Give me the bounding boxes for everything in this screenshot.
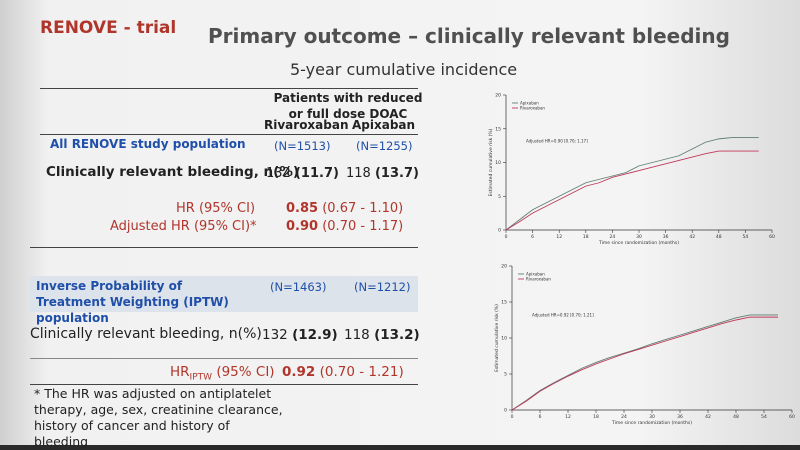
x-axis-label: Time since randomization (months) xyxy=(598,240,679,246)
row-label: Adjusted HR (95% CI)* xyxy=(110,219,257,234)
logo: RENOVE - trial xyxy=(40,18,177,38)
ci: (0.70 - 1.17) xyxy=(322,219,404,234)
line-series xyxy=(505,137,759,231)
x-tick-label: 12 xyxy=(556,234,562,240)
column-header: Rivaroxaban xyxy=(264,118,349,132)
x-tick-label: 36 xyxy=(677,414,683,420)
percent: (11.7) xyxy=(294,166,339,181)
n-cell: (N=1513) xyxy=(274,139,331,153)
legend-label: Rivaroxaban xyxy=(520,106,545,111)
y-tick-label: 0 xyxy=(504,408,507,414)
y-tick-label: 0 xyxy=(498,228,501,234)
rule xyxy=(30,247,418,248)
y-tick-label: 20 xyxy=(501,264,507,270)
ci: (0.67 - 1.10) xyxy=(322,201,404,216)
row-label-sub: IPTW xyxy=(189,372,213,383)
footnote: * The HR was adjusted on antiplatelet th… xyxy=(34,386,283,449)
y-tick-label: 15 xyxy=(495,126,501,132)
x-tick-label: 6 xyxy=(539,414,542,420)
rule xyxy=(40,88,418,89)
y-tick-label: 10 xyxy=(495,160,501,166)
annotation: Adjusted HR=0.92 [0.70; 1.21] xyxy=(532,312,594,317)
legend-label: Apixaban xyxy=(520,101,539,106)
y-tick-label: 5 xyxy=(498,194,501,200)
y-tick-label: 20 xyxy=(495,93,501,99)
x-axis-label: Time since randomization (months) xyxy=(611,420,692,426)
line-series xyxy=(511,316,778,411)
rule xyxy=(30,384,418,385)
percent: (13.7) xyxy=(374,166,419,181)
y-tick-label: 5 xyxy=(504,372,507,378)
percent: (13.2) xyxy=(374,327,420,343)
y-tick-label: 10 xyxy=(501,336,507,342)
hr: 0.90 xyxy=(286,219,319,234)
x-tick-label: 12 xyxy=(565,414,571,420)
count: 118 xyxy=(344,327,370,343)
legend-label: Apixaban xyxy=(526,272,545,277)
x-tick-label: 24 xyxy=(621,414,627,420)
x-tick-label: 18 xyxy=(593,414,599,420)
y-tick-label: 15 xyxy=(501,300,507,306)
section-label: Inverse Probability of Treatment Weighti… xyxy=(36,279,229,325)
rule xyxy=(40,134,418,135)
x-tick-label: 48 xyxy=(733,414,739,420)
row-label: HR (95% CI) xyxy=(176,201,256,216)
column-header: Apixaban xyxy=(352,118,416,132)
x-tick-label: 24 xyxy=(610,234,616,240)
count: 118 xyxy=(346,166,371,181)
x-tick-label: 0 xyxy=(505,234,508,240)
hr: 0.92 xyxy=(282,364,316,380)
row-label-ci: (95% CI) xyxy=(216,364,275,380)
row-label: HR xyxy=(170,364,190,380)
count: 132 xyxy=(266,166,291,181)
percent: (12.9) xyxy=(292,327,338,343)
x-tick-label: 60 xyxy=(789,414,795,420)
n-cell: (N=1212) xyxy=(354,280,411,294)
y-axis-label: Estimated cumulative risk (%) xyxy=(488,128,494,196)
x-tick-label: 54 xyxy=(761,414,767,420)
y-axis-label: Estimated cumulative risk (%) xyxy=(494,304,500,372)
row-label: Clinically relevant bleeding, n(%) xyxy=(46,164,300,180)
count: 132 xyxy=(262,327,288,343)
line-series xyxy=(505,150,759,231)
section-label: All RENOVE study population xyxy=(50,137,246,151)
legend-label: Rivaroxaban xyxy=(526,277,551,282)
row-label: Clinically relevant bleeding, n(%) xyxy=(30,326,262,342)
line-series xyxy=(511,314,778,411)
x-tick-label: 60 xyxy=(769,234,775,240)
x-tick-label: 6 xyxy=(531,234,534,240)
subtitle: 5-year cumulative incidence xyxy=(290,60,518,79)
x-tick-label: 54 xyxy=(743,234,749,240)
x-tick-label: 42 xyxy=(705,414,711,420)
ci: (0.70 - 1.21) xyxy=(319,364,404,380)
column-group-header: Patients with reduced or full dose DOAC xyxy=(273,91,423,121)
title: Primary outcome – clinically relevant bl… xyxy=(208,24,730,48)
n-cell: (N=1463) xyxy=(270,280,327,294)
x-tick-label: 42 xyxy=(689,234,695,240)
hr: 0.85 xyxy=(286,201,319,216)
x-tick-label: 30 xyxy=(649,414,655,420)
section-band xyxy=(30,276,418,312)
x-tick-label: 18 xyxy=(583,234,589,240)
annotation: Adjusted HR=0.90 [0.70; 1.17] xyxy=(526,138,588,143)
x-tick-label: 36 xyxy=(663,234,669,240)
n-cell: (N=1255) xyxy=(356,139,413,153)
x-tick-label: 0 xyxy=(511,414,514,420)
x-tick-label: 48 xyxy=(716,234,722,240)
x-tick-label: 30 xyxy=(636,234,642,240)
rule xyxy=(30,358,418,359)
